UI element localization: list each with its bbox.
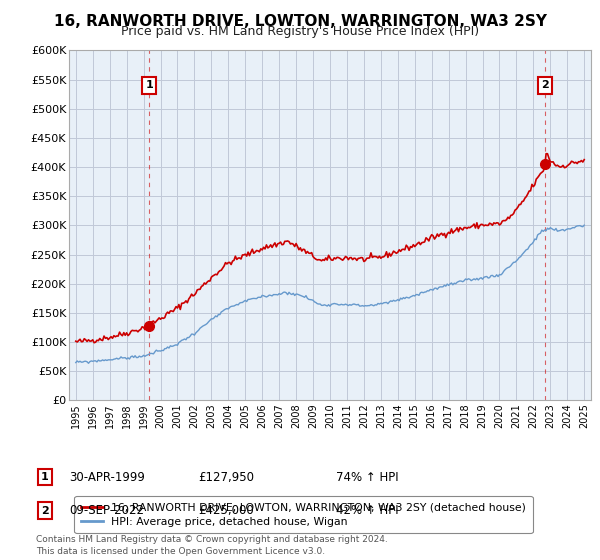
Text: 1: 1: [41, 472, 49, 482]
Text: Price paid vs. HM Land Registry's House Price Index (HPI): Price paid vs. HM Land Registry's House …: [121, 25, 479, 38]
Text: 09-SEP-2022: 09-SEP-2022: [69, 504, 144, 517]
Text: 2: 2: [41, 506, 49, 516]
Legend: 16, RANWORTH DRIVE, LOWTON, WARRINGTON, WA3 2SY (detached house), HPI: Average p: 16, RANWORTH DRIVE, LOWTON, WARRINGTON, …: [74, 496, 533, 533]
Text: 2: 2: [541, 81, 549, 90]
Text: £425,000: £425,000: [198, 504, 254, 517]
Text: 30-APR-1999: 30-APR-1999: [69, 470, 145, 484]
Text: 74% ↑ HPI: 74% ↑ HPI: [336, 470, 398, 484]
Text: 1: 1: [145, 81, 153, 90]
Text: 16, RANWORTH DRIVE, LOWTON, WARRINGTON, WA3 2SY: 16, RANWORTH DRIVE, LOWTON, WARRINGTON, …: [53, 14, 547, 29]
Text: 42% ↑ HPI: 42% ↑ HPI: [336, 504, 398, 517]
Text: £127,950: £127,950: [198, 470, 254, 484]
Text: Contains HM Land Registry data © Crown copyright and database right 2024.
This d: Contains HM Land Registry data © Crown c…: [36, 535, 388, 556]
